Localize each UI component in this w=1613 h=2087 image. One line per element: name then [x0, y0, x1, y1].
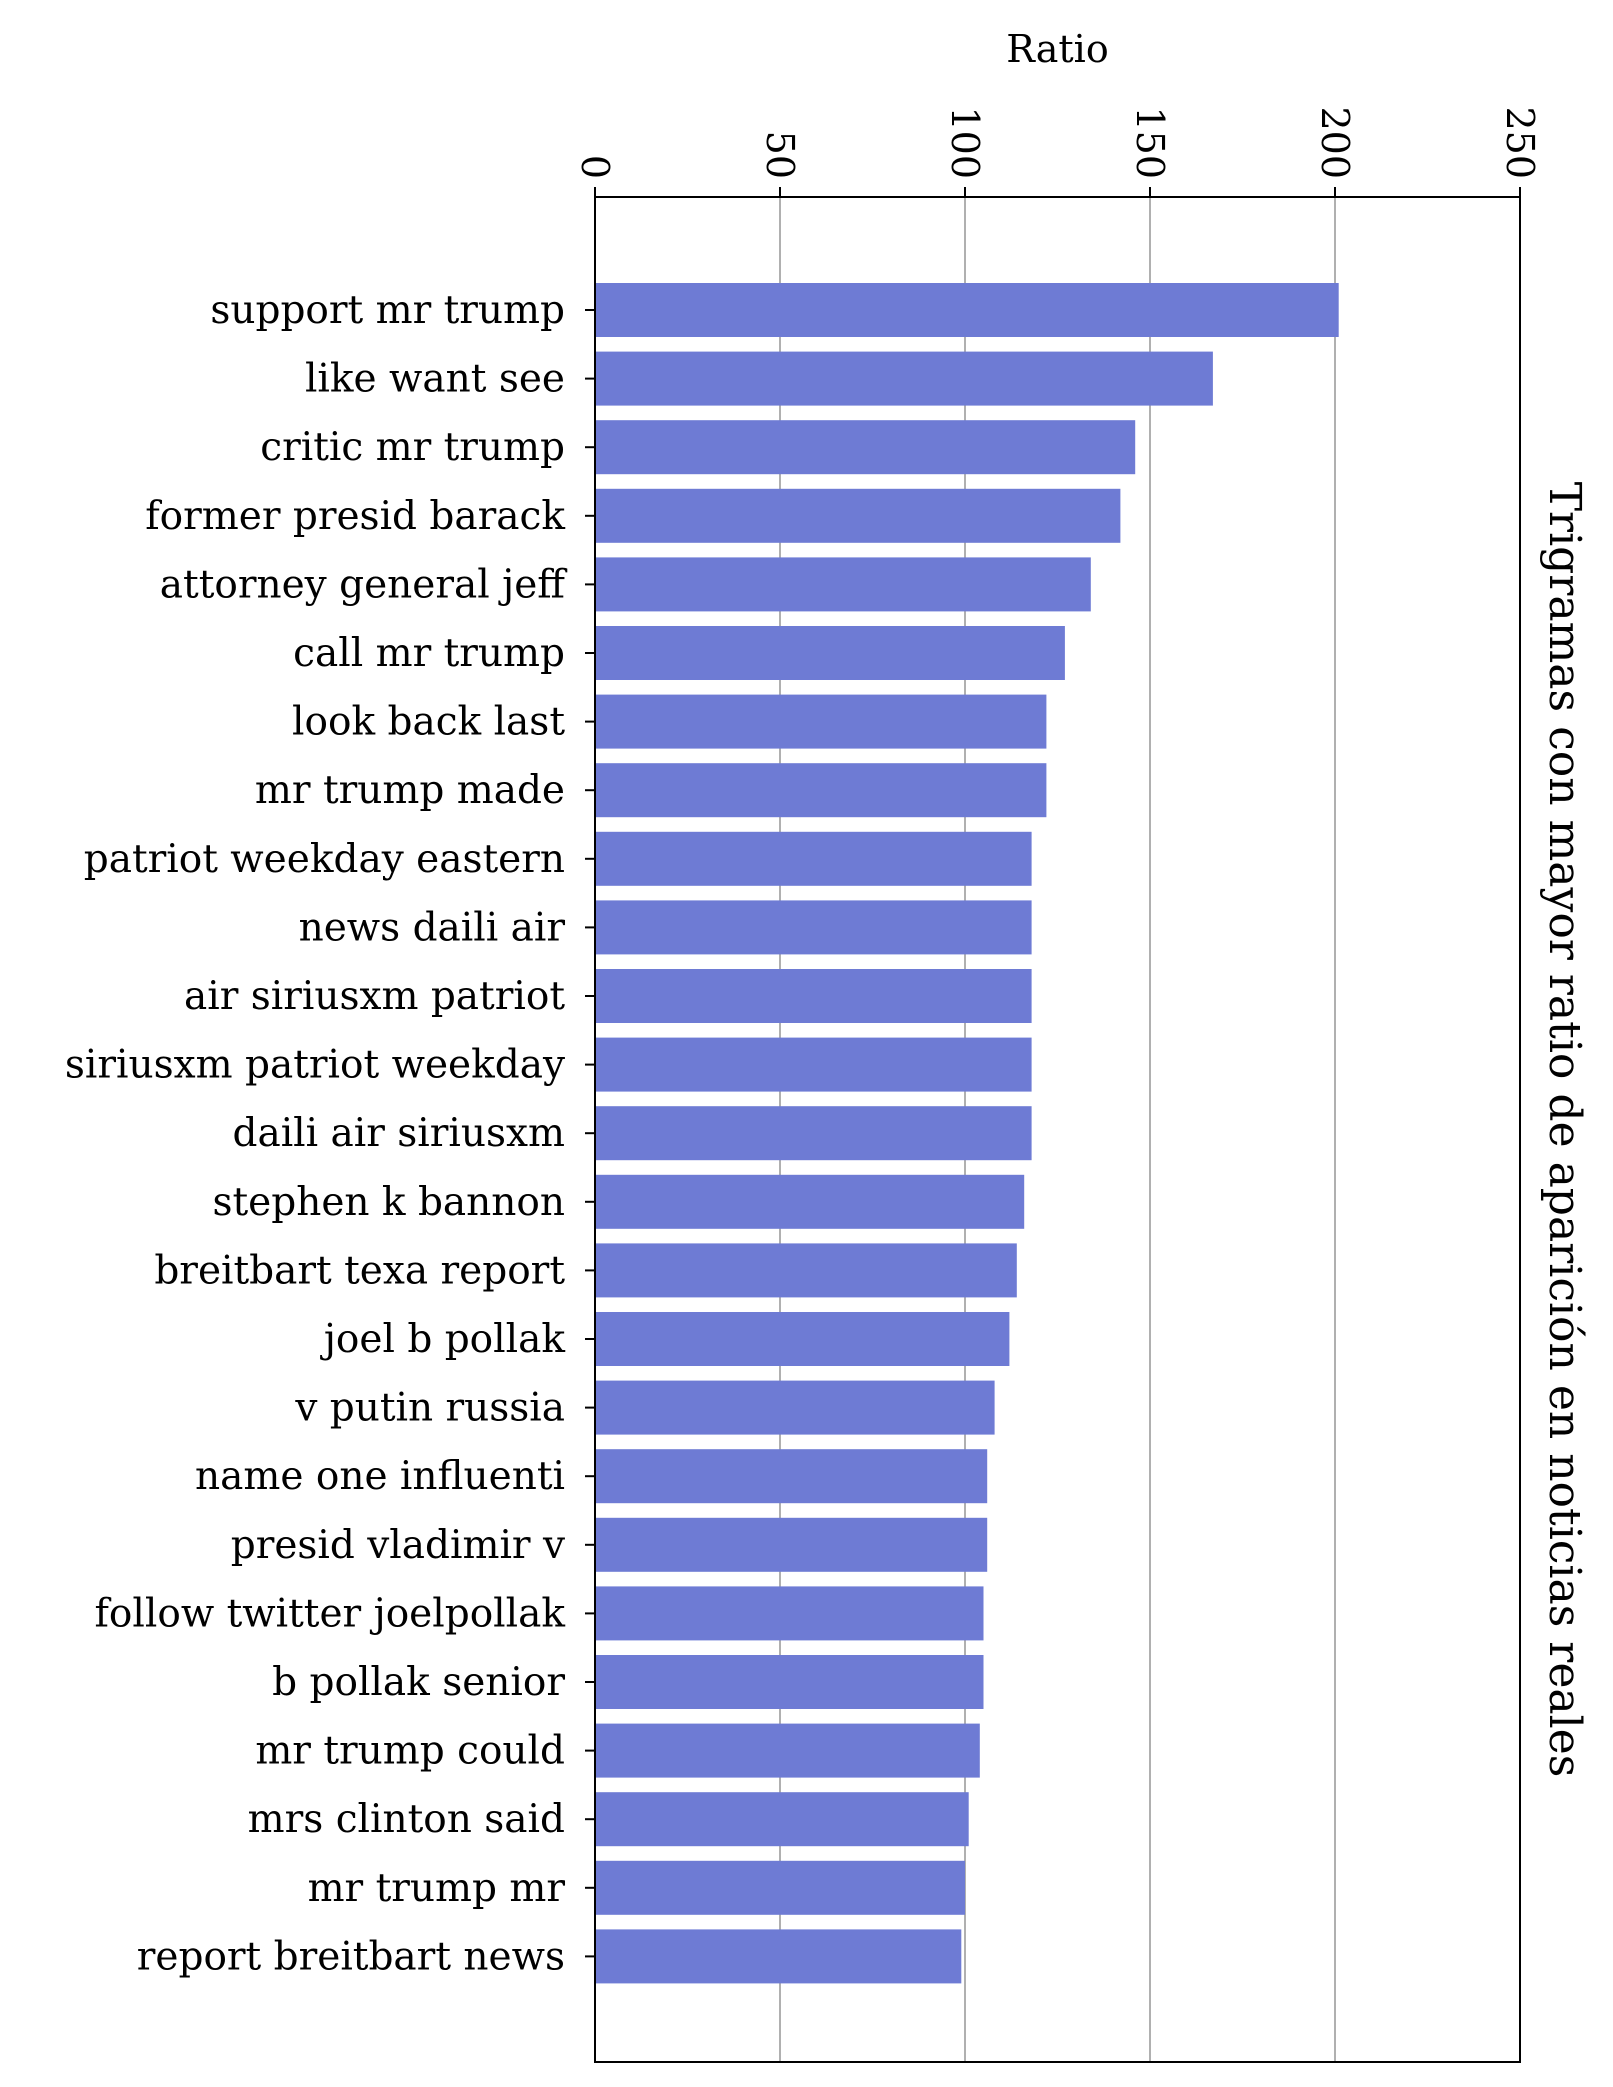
- x-tick-label-200: 200: [1313, 106, 1357, 179]
- bars: [595, 283, 1339, 1984]
- bar-18: [595, 1449, 988, 1504]
- bar-10: [595, 900, 1032, 955]
- category-label: mr trump made: [255, 768, 565, 813]
- category-label: daili air siriusxm: [232, 1111, 565, 1156]
- bar-19: [595, 1517, 988, 1572]
- bar-8: [595, 763, 1047, 818]
- x-ticks: 0 50 100 150 200 250: [573, 106, 1542, 197]
- bar-4: [595, 488, 1121, 543]
- category-label: attorney general jeff: [160, 562, 569, 607]
- category-label: look back last: [292, 700, 565, 745]
- category-label: v putin russia: [294, 1386, 565, 1431]
- category-label: follow twitter joelpollak: [94, 1591, 565, 1636]
- bar-9: [595, 831, 1032, 886]
- category-label: like want see: [305, 357, 565, 402]
- x-tick-label-50: 50: [758, 131, 802, 179]
- x-tick-label-100: 100: [943, 106, 987, 179]
- category-label: b pollak senior: [272, 1660, 565, 1705]
- category-label: news daili air: [299, 905, 566, 950]
- bar-5: [595, 557, 1091, 612]
- category-label: support mr trump: [210, 288, 565, 333]
- bar-13: [595, 1106, 1032, 1161]
- bar-17: [595, 1380, 995, 1435]
- category-label: mr trump could: [255, 1729, 565, 1774]
- category-label: joel b pollak: [320, 1317, 566, 1362]
- chart-title: Trigramas con mayor ratio de aparición e…: [1539, 482, 1590, 1778]
- category-label: former presid barack: [145, 494, 565, 539]
- category-label: patriot weekday eastern: [84, 837, 565, 882]
- bar-7: [595, 694, 1047, 749]
- category-label: report breitbart news: [137, 1934, 565, 1979]
- bar-24: [595, 1860, 965, 1915]
- bar-16: [595, 1312, 1010, 1366]
- category-label: call mr trump: [293, 631, 565, 676]
- bar-22: [595, 1723, 980, 1778]
- category-label: mrs clinton said: [248, 1797, 565, 1842]
- x-tick-label-150: 150: [1128, 106, 1172, 179]
- category-label: mr trump mr: [308, 1866, 566, 1911]
- bar-15: [595, 1243, 1017, 1298]
- category-label: breitbart texa report: [154, 1248, 565, 1293]
- category-labels: support mr trump like want see critic mr t…: [65, 288, 595, 1979]
- category-label: siriusxm patriot weekday: [65, 1043, 565, 1088]
- category-label: critic mr trump: [260, 425, 565, 470]
- bar-20: [595, 1586, 984, 1641]
- category-label: stephen k bannon: [212, 1180, 565, 1225]
- bar-25: [595, 1929, 962, 1984]
- x-axis-label: Ratio: [1006, 27, 1108, 71]
- bar-3: [595, 420, 1136, 475]
- category-label: name one influenti: [195, 1454, 565, 1499]
- bar-12: [595, 1037, 1032, 1092]
- plot-frame: [594, 196, 1521, 2063]
- category-label: presid vladimir v: [231, 1523, 565, 1568]
- bar-2: [595, 351, 1213, 406]
- bar-23: [595, 1792, 969, 1847]
- bar-21: [595, 1655, 984, 1709]
- x-tick-label-0: 0: [573, 155, 617, 179]
- bar-14: [595, 1174, 1025, 1229]
- bar-11: [595, 969, 1032, 1023]
- category-label: air siriusxm patriot: [184, 974, 565, 1019]
- bar-1: [595, 283, 1339, 337]
- x-tick-label-250: 250: [1498, 106, 1542, 179]
- bar-6: [595, 626, 1065, 680]
